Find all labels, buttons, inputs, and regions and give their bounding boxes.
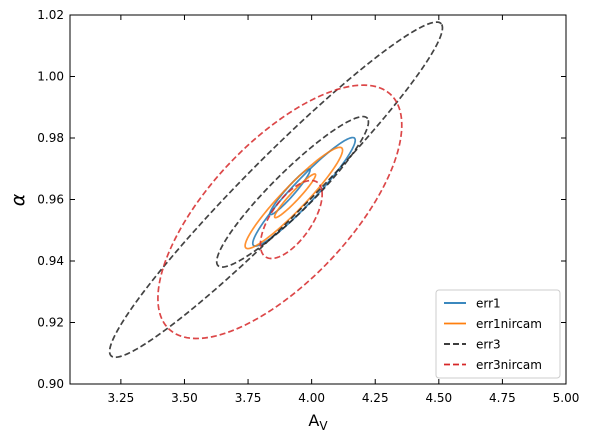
- y-tick-label: 1.00: [37, 70, 64, 84]
- x-tick-label: 3.50: [171, 391, 198, 405]
- y-tick-label: 0.90: [37, 377, 64, 391]
- x-tick-label: 4.25: [362, 391, 389, 405]
- legend-label-err1: err1: [476, 297, 501, 311]
- x-tick-label: 4.00: [298, 391, 325, 405]
- err3-contour: [215, 115, 370, 268]
- x-tick-label: 3.25: [108, 391, 135, 405]
- y-tick-label: 0.96: [37, 193, 64, 207]
- legend-label-err3: err3: [476, 338, 501, 352]
- err3nircam-contour: [157, 84, 403, 340]
- err3-contour: [108, 21, 444, 359]
- y-axis-label: α: [7, 193, 29, 206]
- x-tick-label: 4.75: [489, 391, 516, 405]
- x-axis-label: AV: [308, 411, 328, 433]
- axis-ticks: 3.25 3.50 3.75 4.00 4.25 4.50 4.75 5.00 0.90 0.92…: [37, 8, 579, 405]
- x-tick-label: 3.75: [235, 391, 262, 405]
- y-tick-label: 0.92: [37, 316, 64, 330]
- x-axis-label-main: A: [308, 411, 319, 430]
- x-tick-label: 5.00: [553, 391, 580, 405]
- legend-label-err3nircam: err3nircam: [476, 358, 542, 372]
- y-tick-label: 0.94: [37, 254, 64, 268]
- y-tick-label: 1.02: [37, 8, 64, 22]
- err1nircam-contour: [244, 146, 344, 250]
- legend: err1 err1nircam err3 err3nircam: [435, 289, 561, 379]
- legend-box: [435, 289, 561, 379]
- x-axis-label-subscript: V: [319, 419, 328, 433]
- contour-layer: [108, 21, 444, 359]
- x-tick-label: 4.50: [425, 391, 452, 405]
- err3nircam-contour: [259, 179, 324, 260]
- y-tick-label: 0.98: [37, 131, 64, 145]
- legend-label-err1nircam: err1nircam: [476, 317, 542, 331]
